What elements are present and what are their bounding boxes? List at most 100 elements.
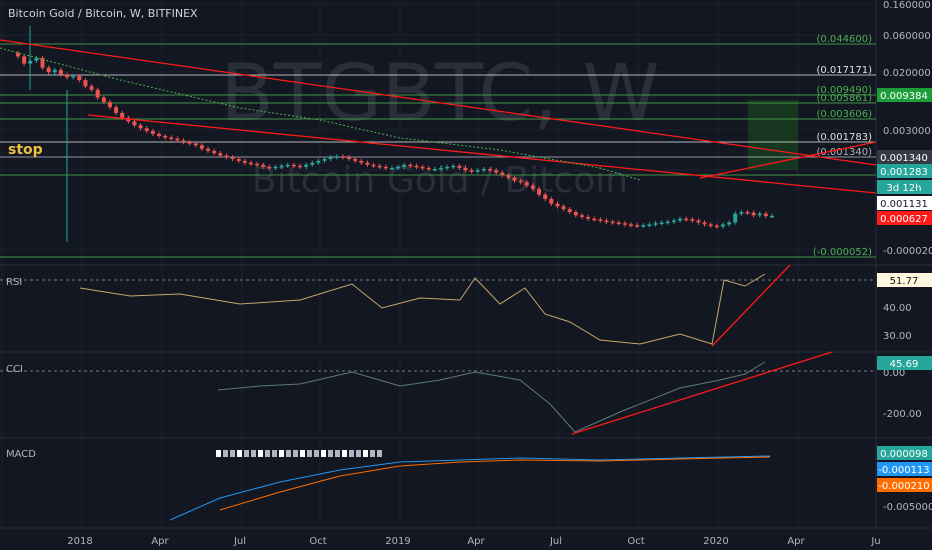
- candle-body-36: [236, 158, 241, 161]
- fib-level-label-0: (0.044600): [816, 34, 872, 45]
- candle-body-118: [739, 212, 744, 214]
- macd-hist-18: [342, 450, 347, 457]
- candle-body-30: [199, 145, 204, 149]
- fibonacci-levels: (0.044600) (0.017171) (0.009490)(0.005861)…: [0, 34, 876, 258]
- price-badge-bg-2: [877, 180, 932, 194]
- candle-body-56: [359, 160, 364, 163]
- candle-body-51: [328, 157, 333, 159]
- candle-body-79: [500, 172, 505, 176]
- trend-line-dotted: [0, 47, 641, 181]
- candle-body-14: [101, 97, 106, 103]
- price-badge-1: 0.001283: [880, 167, 928, 178]
- candle-body-106: [665, 221, 670, 224]
- candle-body-53: [340, 156, 345, 158]
- candle-body-77: [488, 169, 493, 171]
- candle-body-7: [58, 69, 63, 75]
- macd-hist-15: [321, 450, 326, 457]
- axes: 0.1600000.0600000.0200000.0100000.003000…: [67, 0, 932, 547]
- trend-line-lower: [87, 114, 877, 194]
- watermark-description: Bitcoin Gold / Bitcoin: [252, 160, 628, 201]
- macd-value-0: 0.000098: [880, 449, 928, 460]
- fib-level-label-1: (0.017171): [816, 65, 872, 76]
- trend-lines: [0, 39, 877, 194]
- macd-hist-7: [265, 450, 270, 457]
- macd-hist-12: [300, 450, 305, 457]
- candle-body-83: [524, 182, 529, 186]
- candle-body-5: [46, 67, 51, 73]
- candle-body-27: [181, 140, 186, 143]
- candle-body-63: [402, 164, 407, 167]
- candle-body-59: [377, 165, 382, 168]
- target-zone: [748, 100, 798, 170]
- price-tick-0: 0.160000: [883, 0, 931, 11]
- candle-body-21: [144, 128, 149, 131]
- stop-label: stop: [8, 142, 43, 158]
- time-label-7: Oct: [627, 536, 644, 547]
- trend-line-rising: [699, 141, 877, 179]
- macd-hist-5: [251, 450, 256, 457]
- candle-body-66: [420, 166, 425, 169]
- macd-value-1: -0.000113: [878, 465, 929, 476]
- candle-body-117: [733, 213, 738, 223]
- candle-body-70: [445, 166, 450, 169]
- rsi-line: [79, 273, 766, 345]
- price-badge-3: 0.001131: [880, 199, 928, 210]
- price-badge-bg-4: [877, 211, 932, 225]
- rsi-tick-0: 40.00: [883, 303, 912, 314]
- candle-body-39: [255, 163, 260, 166]
- macd-hist-17: [335, 450, 340, 457]
- macd-badge-bg-1: [877, 462, 932, 476]
- candle-body-86: [543, 194, 548, 199]
- candle-body-32: [212, 150, 217, 154]
- candle-body-49: [316, 160, 321, 163]
- candle-body-87: [549, 198, 554, 204]
- macd-hist-23: [377, 450, 382, 457]
- candle-body-89: [561, 206, 566, 210]
- macd-hist-1: [223, 450, 228, 457]
- candle-body-47: [304, 164, 309, 167]
- candle-body-19: [132, 121, 137, 126]
- price-badge-4: 0.000627: [880, 214, 928, 225]
- candle-body-15: [107, 102, 112, 108]
- candle-body-94: [592, 218, 597, 221]
- macd-hist-14: [314, 450, 319, 457]
- candle-body-81: [512, 177, 517, 181]
- macd-hist-10: [286, 450, 291, 457]
- candle-body-31: [206, 148, 211, 151]
- candle-body-109: [684, 218, 689, 221]
- rsi-value: 51.77: [890, 276, 919, 287]
- macd-hist-20: [356, 450, 361, 457]
- fib-level-label-2: (0.009490): [816, 85, 872, 96]
- candle-body-44: [285, 164, 290, 167]
- candle-body-25: [169, 137, 174, 140]
- candle-body-8: [65, 74, 70, 78]
- macd-hist-11: [293, 450, 298, 457]
- candle-body-67: [426, 167, 431, 170]
- price-badge-bg-1: [877, 164, 932, 178]
- trend-line-upper: [0, 39, 877, 166]
- macd-hist-4: [244, 450, 249, 457]
- time-label-1: Apr: [151, 536, 169, 547]
- candle-body-48: [310, 162, 315, 165]
- candle-body-93: [586, 216, 591, 219]
- rsi-tick-1: 30.00: [883, 331, 912, 342]
- fib-level-label-5: (0.001783): [816, 132, 872, 143]
- rsi-label: RSI: [6, 277, 22, 288]
- price-tick-2: 0.020000: [883, 68, 931, 79]
- candle-body-50: [322, 158, 327, 161]
- cci-line: [217, 361, 766, 433]
- time-label-0: 2018: [67, 536, 92, 547]
- candle-body-68: [432, 169, 437, 171]
- candle-body-97: [610, 221, 615, 224]
- candle-body-98: [616, 222, 621, 224]
- candle-body-60: [383, 166, 388, 169]
- macd-hist-0: [216, 450, 221, 457]
- candle-body-61: [389, 167, 394, 170]
- candle-body-78: [494, 170, 499, 173]
- candle-body-33: [218, 153, 223, 156]
- candle-body-122: [763, 213, 768, 216]
- candle-body-108: [678, 218, 683, 221]
- candle-body-24: [163, 135, 168, 138]
- candle-body-65: [414, 165, 419, 168]
